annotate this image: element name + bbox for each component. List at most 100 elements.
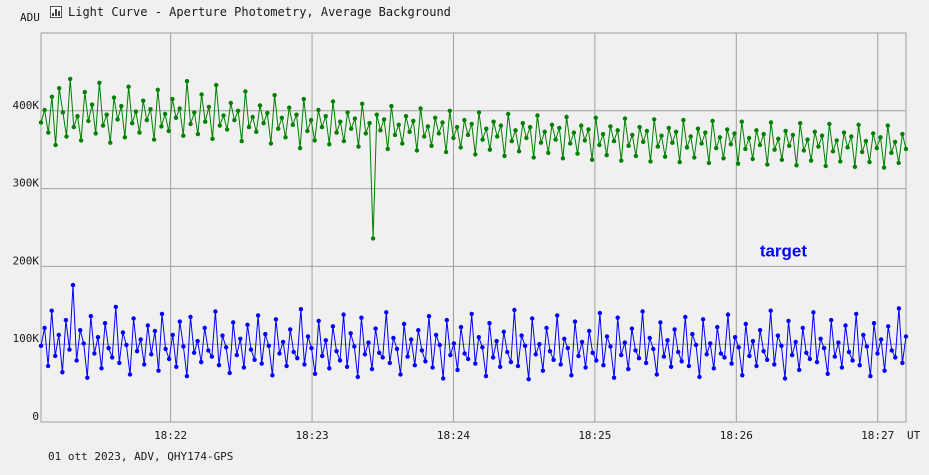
target-point [170,332,175,338]
light-curve-chart-icon[interactable] [50,6,62,18]
comparison-point [418,106,423,111]
comparison-point [100,123,106,128]
target-point [238,336,243,341]
target-point [266,343,271,348]
comparison-point [553,137,558,142]
target-point [903,334,909,339]
target-point [711,366,716,371]
target-point [754,363,759,369]
comparison-point [133,109,139,114]
target-point [893,355,898,360]
target-point [871,321,877,326]
comparison-point [666,125,671,131]
target-point [255,313,261,318]
acquisition-info: 01 ott 2023, ADV, QHY174-GPS [48,450,234,463]
target-point [854,311,859,317]
comparison-point [246,124,252,130]
comparison-point [622,116,628,121]
comparison-point [396,122,401,128]
comparison-point [670,140,675,145]
target-point [857,363,862,368]
target-point [658,320,663,325]
comparison-point [86,118,91,124]
comparison-point [790,132,796,138]
target-point [505,349,510,355]
comparison-point [276,126,281,131]
comparison-point [370,236,376,241]
comparison-point [849,134,854,139]
x-tick-label: 18:23 [295,429,328,442]
x-tick-label: 18:25 [578,429,611,442]
comparison-point [71,124,77,130]
comparison-point [294,112,299,117]
target-point [636,356,642,361]
target-point [829,317,834,323]
comparison-point [38,120,44,125]
target-point [498,364,503,369]
comparison-point [312,138,317,143]
target-point [430,365,435,370]
comparison-point [732,131,737,136]
target-point [836,340,841,345]
comparison-point [279,115,285,121]
comparison-point [334,130,339,135]
comparison-point [137,130,142,135]
comparison-point [425,124,431,129]
comparison-point [900,131,905,137]
target-point [191,350,197,355]
target-point [587,328,592,334]
target-point [245,322,250,327]
target-point [327,366,332,371]
target-point [437,342,442,348]
comparison-point [170,96,175,102]
target-point [789,352,795,358]
target-point [401,321,407,327]
target-point [725,312,731,317]
x-tick-label: 18:24 [437,429,470,442]
comparison-point [447,108,452,114]
comparison-point [816,144,821,149]
comparison-point [535,113,540,118]
y-tick-label: 200K [13,254,40,267]
target-point [120,330,126,335]
comparison-point [297,145,303,151]
comparison-point [206,104,212,110]
comparison-point [239,138,244,144]
target-point [629,326,635,331]
comparison-point [568,141,573,146]
target-point [263,331,268,337]
comparison-point [739,119,744,124]
comparison-point [327,142,332,147]
comparison-point [491,119,496,124]
comparison-point [714,145,719,151]
comparison-point [564,114,569,120]
target-point [476,335,481,340]
target-point [323,338,328,343]
comparison-point [341,138,347,144]
comparison-point [549,122,555,128]
comparison-point [652,117,657,122]
target-point [127,372,133,377]
target-point [807,356,813,362]
comparison-point [871,131,876,136]
comparison-point [695,126,701,131]
target-point [693,342,699,348]
target-point [547,349,553,354]
target-point [131,316,136,321]
target-point [209,354,215,359]
comparison-point [338,119,343,124]
target-point [234,352,239,358]
target-point [761,349,766,354]
target-point [608,344,613,349]
target-point [56,332,61,338]
target-point [199,359,204,365]
comparison-point [498,123,504,128]
target-point [565,345,570,351]
target-point [900,360,905,366]
target-point [110,355,115,360]
comparison-point [414,148,420,153]
target-point [661,354,667,359]
target-point [875,351,880,356]
comparison-point [60,110,66,115]
target-point [861,332,866,338]
